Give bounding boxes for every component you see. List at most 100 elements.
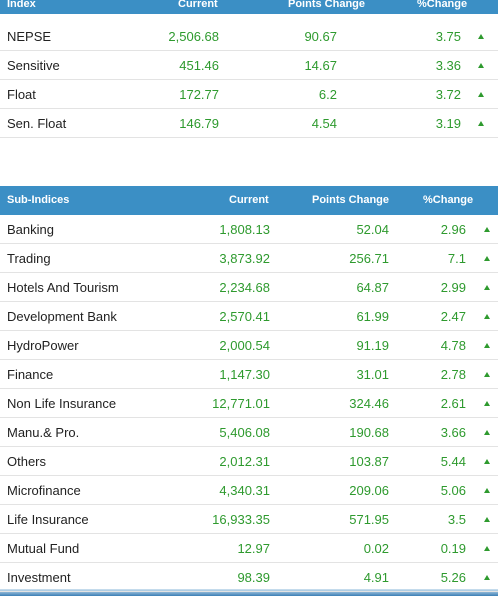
row-value: 5.06 <box>440 483 466 498</box>
row-value: 0.19 <box>440 541 466 556</box>
up-arrow <box>484 285 490 290</box>
header-cell: %Change <box>417 0 468 10</box>
row-name: Investment <box>7 570 71 585</box>
up-arrow <box>478 121 484 126</box>
table-row <box>0 302 498 331</box>
row-value: 256.71 <box>349 251 389 266</box>
row-value: 4,340.31 <box>219 483 270 498</box>
up-arrow <box>484 517 490 522</box>
row-value: 2.99 <box>440 280 466 295</box>
row-value: 3.75 <box>435 29 461 44</box>
header-cell: Current <box>229 194 269 206</box>
table-row <box>0 389 498 418</box>
row-value: 3.19 <box>435 116 461 131</box>
row-value: 146.79 <box>179 116 219 131</box>
row-value: 64.87 <box>356 280 389 295</box>
up-arrow <box>484 372 490 377</box>
up-arrow <box>478 63 484 68</box>
row-value: 12.97 <box>237 541 270 556</box>
row-value: 3.5 <box>447 512 466 527</box>
up-arrow <box>484 546 490 551</box>
up-arrow <box>484 459 490 464</box>
row-value: 1,147.30 <box>219 367 270 382</box>
row-value: 172.77 <box>179 87 219 102</box>
row-value: 190.68 <box>349 425 389 440</box>
row-value: 52.04 <box>356 222 389 237</box>
table-row <box>0 534 498 563</box>
row-value: 1,808.13 <box>219 222 270 237</box>
row-value: 3.36 <box>435 58 461 73</box>
table-header <box>0 0 498 14</box>
row-value: 4.54 <box>311 116 337 131</box>
row-value: 2,000.54 <box>219 338 270 353</box>
row-name: Banking <box>7 222 54 237</box>
up-arrow <box>484 227 490 232</box>
row-value: 2,234.68 <box>219 280 270 295</box>
up-arrow <box>484 256 490 261</box>
row-value: 2.78 <box>440 367 466 382</box>
row-name: Development Bank <box>7 309 117 324</box>
header-cell: Index <box>7 0 36 10</box>
row-value: 2,570.41 <box>219 309 270 324</box>
row-value: 12,771.01 <box>212 396 270 411</box>
row-value: 451.46 <box>179 58 219 73</box>
row-value: 90.67 <box>304 29 337 44</box>
row-name: Microfinance <box>7 483 81 498</box>
row-value: 5,406.08 <box>219 425 270 440</box>
row-value: 3,873.92 <box>219 251 270 266</box>
row-value: 3.72 <box>435 87 461 102</box>
table-row <box>0 80 498 109</box>
row-name: Float <box>7 87 36 102</box>
row-name: Non Life Insurance <box>7 396 117 411</box>
table-row <box>0 563 498 592</box>
row-value: 2.47 <box>440 309 466 324</box>
row-value: 31.01 <box>356 367 389 382</box>
row-value: 98.39 <box>237 570 270 585</box>
up-arrow <box>484 401 490 406</box>
table-row <box>0 109 498 138</box>
up-arrow <box>484 488 490 493</box>
up-arrow <box>484 343 490 348</box>
header-cell: Sub-Indices <box>7 194 70 206</box>
row-name: Sen. Float <box>7 116 67 131</box>
table-row <box>0 215 498 244</box>
table-row <box>0 244 498 273</box>
table-row <box>0 273 498 302</box>
row-name: NEPSE <box>7 29 52 44</box>
table-row <box>0 51 498 80</box>
header-cell: Points Change <box>312 194 390 206</box>
row-value: 4.91 <box>363 570 389 585</box>
row-name: Hotels And Tourism <box>7 280 119 295</box>
table-row <box>0 360 498 389</box>
header-cell: Points Change <box>288 0 366 10</box>
row-value: 3.66 <box>440 425 466 440</box>
up-arrow <box>478 34 484 39</box>
table-row <box>0 447 498 476</box>
row-name: HydroPower <box>7 338 79 353</box>
row-value: 2.96 <box>440 222 466 237</box>
table-row <box>0 22 498 51</box>
row-value: 16,933.35 <box>212 512 270 527</box>
row-value: 5.26 <box>440 570 466 585</box>
row-name: Finance <box>7 367 54 382</box>
row-value: 14.67 <box>304 58 337 73</box>
row-value: 61.99 <box>356 309 389 324</box>
row-value: 209.06 <box>349 483 389 498</box>
header-cell: %Change <box>423 194 474 206</box>
row-value: 2,506.68 <box>168 29 219 44</box>
row-name: Others <box>7 454 47 469</box>
row-name: Life Insurance <box>7 512 89 527</box>
row-value: 7.1 <box>447 251 466 266</box>
up-arrow <box>484 430 490 435</box>
table-header <box>0 186 498 215</box>
bottom-strip <box>0 589 498 596</box>
up-arrow <box>484 314 490 319</box>
row-value: 103.87 <box>349 454 389 469</box>
table-row <box>0 418 498 447</box>
row-name: Sensitive <box>7 58 60 73</box>
row-value: 6.2 <box>318 87 337 102</box>
table-row <box>0 476 498 505</box>
row-value: 4.78 <box>440 338 466 353</box>
row-name: Manu.& Pro. <box>7 425 80 440</box>
